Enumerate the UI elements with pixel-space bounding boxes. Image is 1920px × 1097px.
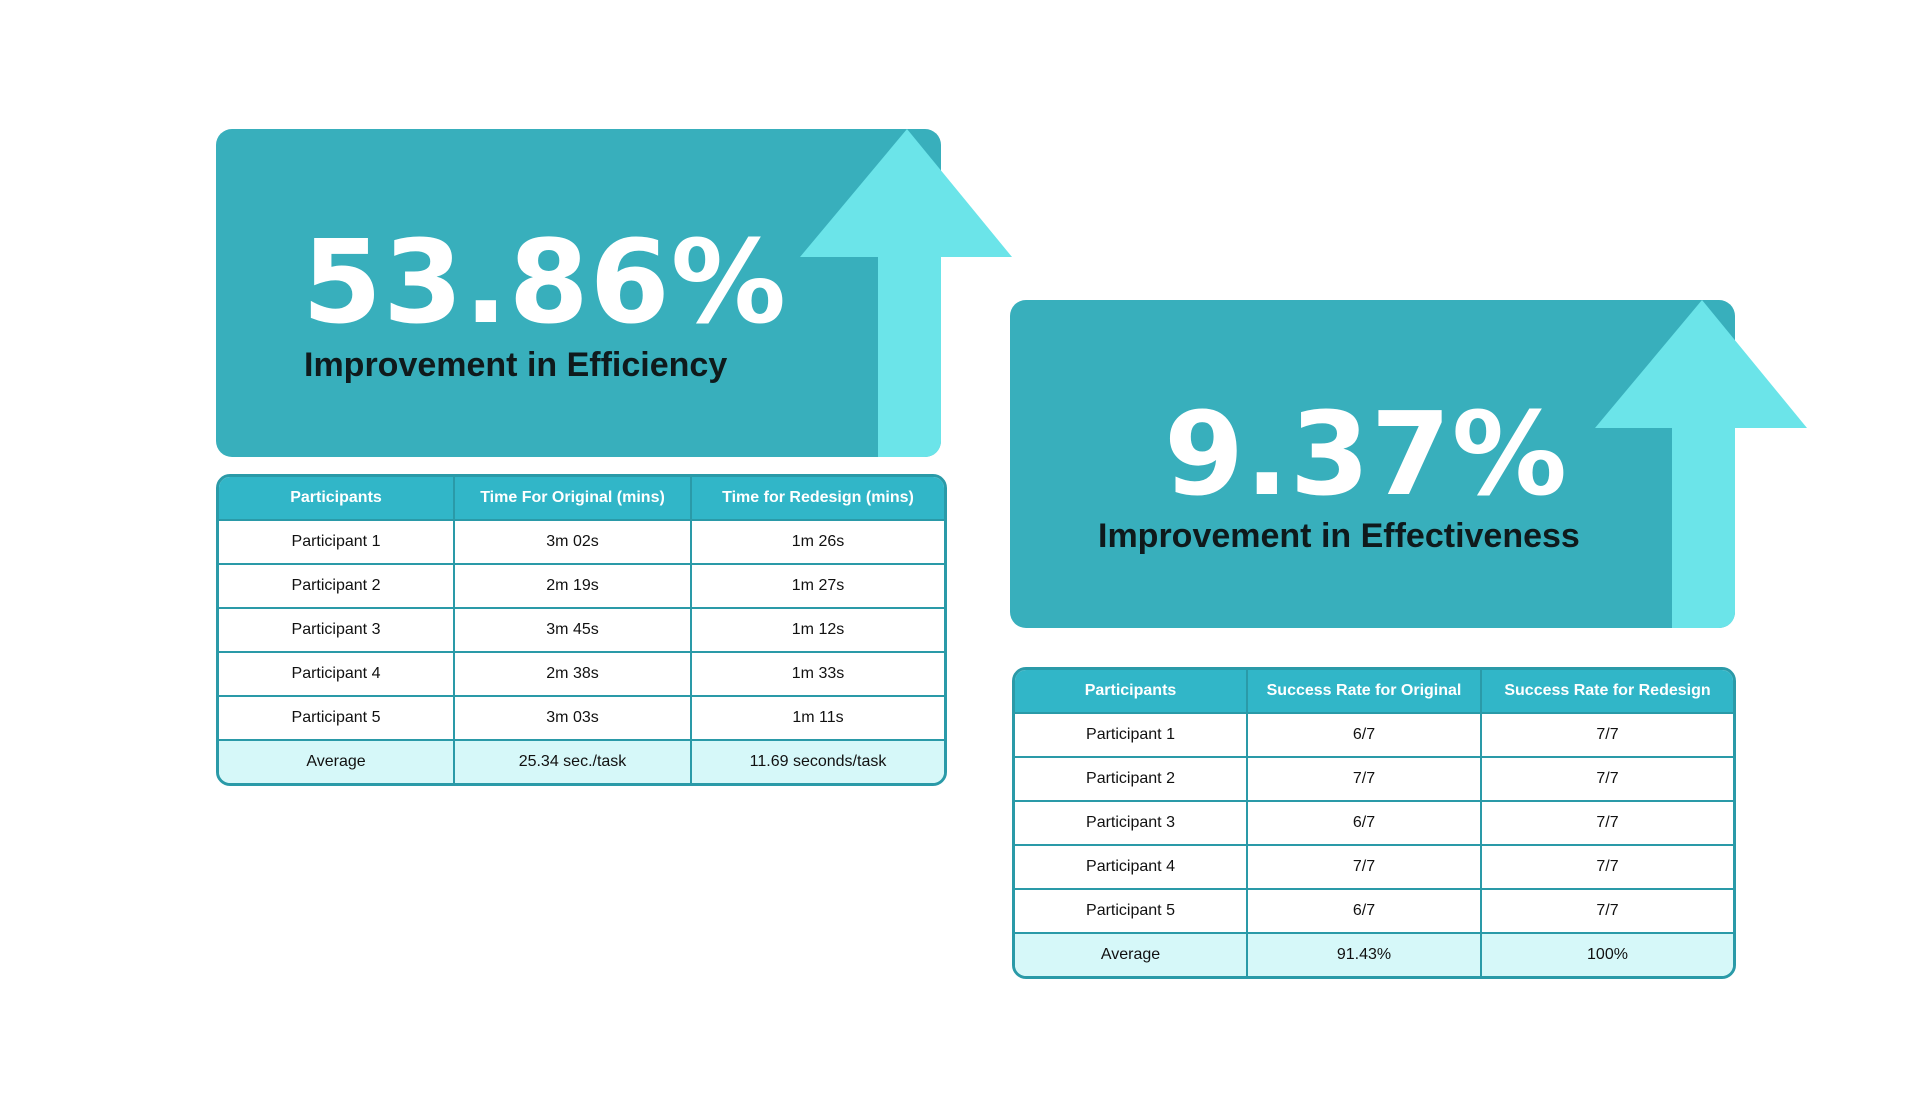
effectiveness-arrow-shaft <box>1672 427 1735 628</box>
table-row: Participant 5 3m 03s 1m 11s <box>219 697 944 741</box>
table-cell: 6/7 <box>1248 714 1482 758</box>
table-cell: Participant 1 <box>1015 714 1248 758</box>
table-cell: 1m 11s <box>692 697 944 741</box>
table-row: Participant 3 6/7 7/7 <box>1015 802 1733 846</box>
table-cell: Average <box>219 741 455 783</box>
table-cell: 2m 19s <box>455 565 692 609</box>
efficiency-card: 53.86% Improvement in Efficiency <box>216 129 941 457</box>
average-row: Average 91.43% 100% <box>1015 934 1733 976</box>
table-cell: Average <box>1015 934 1248 976</box>
up-arrow-icon <box>1595 300 1807 428</box>
table-cell: Participant 3 <box>219 609 455 653</box>
table-cell: Participant 5 <box>1015 890 1248 934</box>
column-header: Participants <box>1015 670 1248 714</box>
table-header-row: Participants Time For Original (mins) Ti… <box>219 477 944 521</box>
column-header: Time for Redesign (mins) <box>692 477 944 521</box>
table-cell: 91.43% <box>1248 934 1482 976</box>
table-row: Participant 3 3m 45s 1m 12s <box>219 609 944 653</box>
effectiveness-table: Participants Success Rate for Original S… <box>1012 667 1736 979</box>
table-row: Participant 2 2m 19s 1m 27s <box>219 565 944 609</box>
table-cell: 6/7 <box>1248 802 1482 846</box>
table-cell: 7/7 <box>1248 846 1482 890</box>
table-cell: 7/7 <box>1482 890 1733 934</box>
column-header: Success Rate for Original <box>1248 670 1482 714</box>
table-cell: Participant 4 <box>219 653 455 697</box>
table-row: Participant 4 7/7 7/7 <box>1015 846 1733 890</box>
up-arrow-icon <box>800 129 1012 257</box>
efficiency-value: 53.86% <box>302 216 787 350</box>
table-cell: 25.34 sec./task <box>455 741 692 783</box>
table-cell: Participant 4 <box>1015 846 1248 890</box>
table-row: Participant 2 7/7 7/7 <box>1015 758 1733 802</box>
effectiveness-label: Improvement in Effectiveness <box>1098 517 1580 555</box>
table-cell: 6/7 <box>1248 890 1482 934</box>
table-cell: Participant 5 <box>219 697 455 741</box>
average-row: Average 25.34 sec./task 11.69 seconds/ta… <box>219 741 944 783</box>
table-cell: 1m 33s <box>692 653 944 697</box>
table-cell: 3m 03s <box>455 697 692 741</box>
table-cell: Participant 2 <box>219 565 455 609</box>
table-row: Participant 5 6/7 7/7 <box>1015 890 1733 934</box>
table-cell: 11.69 seconds/task <box>692 741 944 783</box>
column-header: Time For Original (mins) <box>455 477 692 521</box>
table-cell: Participant 3 <box>1015 802 1248 846</box>
table-cell: 1m 12s <box>692 609 944 653</box>
table-row: Participant 4 2m 38s 1m 33s <box>219 653 944 697</box>
table-header-row: Participants Success Rate for Original S… <box>1015 670 1733 714</box>
table-cell: 7/7 <box>1482 714 1733 758</box>
table-cell: Participant 2 <box>1015 758 1248 802</box>
table-cell: Participant 1 <box>219 521 455 565</box>
table-cell: 2m 38s <box>455 653 692 697</box>
table-cell: 100% <box>1482 934 1733 976</box>
table-cell: 3m 02s <box>455 521 692 565</box>
column-header: Participants <box>219 477 455 521</box>
efficiency-table: Participants Time For Original (mins) Ti… <box>216 474 947 786</box>
table-cell: 7/7 <box>1248 758 1482 802</box>
table-cell: 7/7 <box>1482 846 1733 890</box>
column-header: Success Rate for Redesign <box>1482 670 1733 714</box>
efficiency-label: Improvement in Efficiency <box>304 346 728 384</box>
table-cell: 1m 26s <box>692 521 944 565</box>
table-row: Participant 1 6/7 7/7 <box>1015 714 1733 758</box>
table-row: Participant 1 3m 02s 1m 26s <box>219 521 944 565</box>
table-cell: 3m 45s <box>455 609 692 653</box>
table-cell: 7/7 <box>1482 758 1733 802</box>
effectiveness-card: 9.37% Improvement in Effectiveness <box>1010 300 1735 628</box>
effectiveness-value: 9.37% <box>1164 388 1568 522</box>
efficiency-arrow-shaft <box>878 256 941 457</box>
table-cell: 7/7 <box>1482 802 1733 846</box>
table-cell: 1m 27s <box>692 565 944 609</box>
